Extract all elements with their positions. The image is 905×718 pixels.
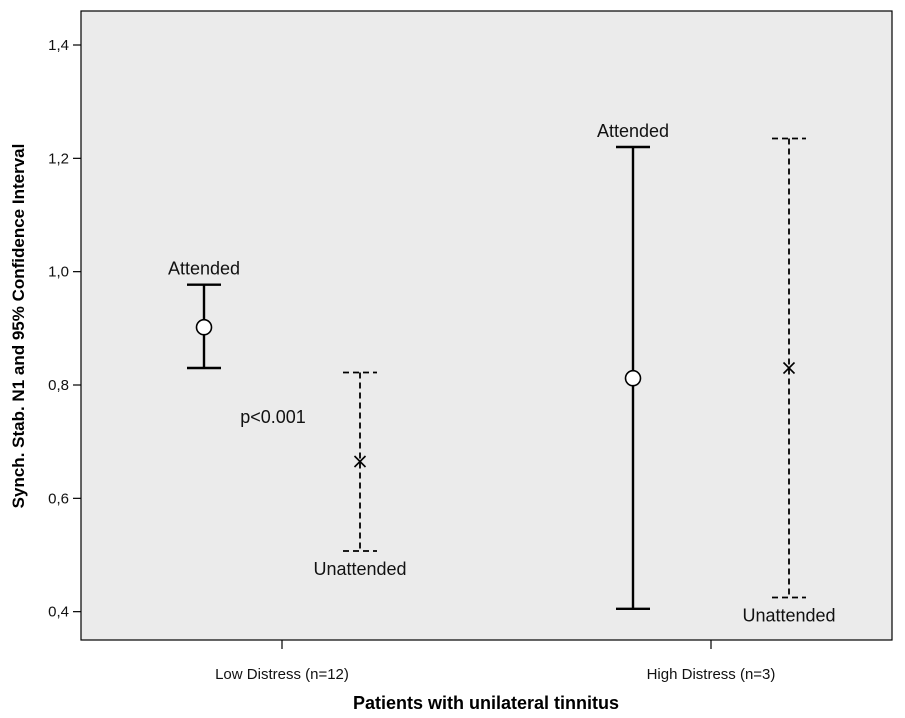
y-axis: 0,4 0,6 0,8 1,0 1,2 1,4 <box>48 37 81 621</box>
attended-label: Attended <box>168 259 240 279</box>
x-marker-stroke <box>782 361 796 375</box>
y-axis-title: Synch. Stab. N1 and 95% Confidence Inter… <box>9 144 28 509</box>
x-tick-label: High Distress (n=3) <box>647 666 776 683</box>
plot-area <box>80 10 893 641</box>
y-tick-label: 0,6 <box>48 490 69 507</box>
p-value-annotation: p<0.001 <box>240 407 306 427</box>
unattended-label: Unattended <box>742 606 835 626</box>
y-tick-label: 1,4 <box>48 37 69 54</box>
y-tick-label: 0,4 <box>48 604 69 621</box>
y-tick-label: 1,0 <box>48 264 69 281</box>
unattended-label: Unattended <box>313 559 406 579</box>
x-axis: Low Distress (n=12) High Distress (n=3) <box>215 640 775 683</box>
attended-label: Attended <box>597 121 669 141</box>
attended-mean-point <box>195 318 213 336</box>
error-bars <box>187 137 806 611</box>
point-labels: Attended Attended Unattended Unattended p<0.… <box>168 121 836 626</box>
unattended-mean-point <box>353 455 367 468</box>
y-tick-label: 1,2 <box>48 150 69 167</box>
x-tick-label: Low Distress (n=12) <box>215 666 349 683</box>
x-marker-stroke <box>353 455 367 468</box>
y-tick-label: 0,8 <box>48 377 69 394</box>
unattended-mean-point <box>782 361 796 375</box>
attended-mean-point <box>624 369 642 387</box>
x-axis-title: Patients with unilateral tinnitus <box>353 693 619 713</box>
